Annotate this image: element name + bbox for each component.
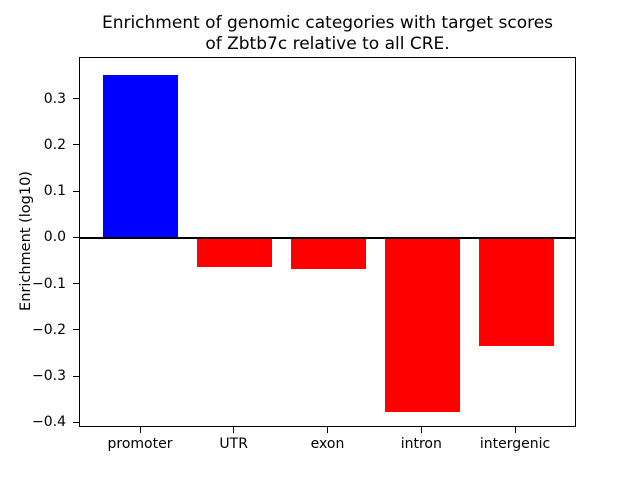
y-tick-label-0.3: 0.3 <box>43 90 66 107</box>
x-tick-mark-UTR <box>233 427 235 433</box>
x-tick-label-exon: exon <box>310 436 345 452</box>
y-tick-label-−0.3: −0.3 <box>32 368 66 385</box>
y-tick-label-0.2: 0.2 <box>43 136 66 153</box>
y-tick-mark-0.1 <box>73 190 79 192</box>
x-tick-mark-intron <box>420 427 422 433</box>
x-tick-label-intergenic: intergenic <box>479 436 551 452</box>
y-tick-mark-−0.1 <box>73 283 79 285</box>
x-tick-label-intron: intron <box>400 436 442 452</box>
x-tick-mark-intergenic <box>514 427 516 433</box>
zero-line <box>80 237 575 240</box>
y-tick-mark-−0.4 <box>73 421 79 423</box>
chart-title: Enrichment of genomic categories with ta… <box>79 13 576 55</box>
bar-promoter <box>103 75 179 239</box>
y-tick-mark-0.0 <box>73 236 79 238</box>
x-tick-label-promoter: promoter <box>107 436 173 452</box>
y-tick-label-0.0: 0.0 <box>43 229 66 246</box>
x-tick-mark-exon <box>327 427 328 433</box>
plot-area <box>79 57 576 427</box>
y-tick-mark-0.2 <box>73 144 79 146</box>
y-tick-label-0.1: 0.1 <box>43 183 66 200</box>
bar-exon <box>291 238 366 269</box>
y-tick-label-−0.4: −0.4 <box>32 414 66 431</box>
y-tick-label-−0.2: −0.2 <box>32 321 66 338</box>
bar-UTR <box>197 238 273 268</box>
y-tick-mark-0.3 <box>73 98 79 100</box>
y-tick-mark-−0.2 <box>73 329 79 331</box>
bar-intron <box>384 238 460 412</box>
bar-intergenic <box>478 238 554 347</box>
chart-title-line1: Enrichment of genomic categories with ta… <box>101 13 554 33</box>
chart-title-line2: of Zbtb7c relative to all CRE. <box>205 34 450 54</box>
x-tick-mark-promoter <box>139 427 141 433</box>
y-tick-label-−0.1: −0.1 <box>32 275 66 292</box>
x-tick-label-UTR: UTR <box>219 436 248 452</box>
y-tick-mark-−0.3 <box>73 375 79 377</box>
